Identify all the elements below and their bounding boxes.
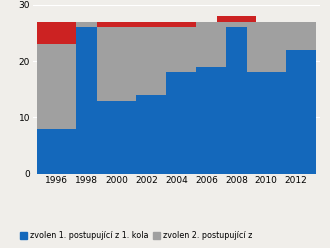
Bar [277,22,315,50]
Bar [187,22,226,67]
Bar [187,67,226,174]
Bar [217,16,256,22]
Bar [67,22,106,28]
Bar [157,28,196,72]
Bar [157,72,196,174]
Bar [247,72,286,174]
Bar [127,95,166,174]
Legend: zvolen 1. postupující z 1. kola, zvolen 2. postupující z: zvolen 1. postupující z 1. kola, zvolen … [20,231,253,240]
Bar [97,28,136,100]
Bar [247,22,286,72]
Bar [38,22,76,44]
Bar [217,22,256,28]
Bar [38,44,76,129]
Bar [38,129,76,174]
Bar [97,22,136,28]
Bar [127,28,166,95]
Bar [127,22,166,28]
Bar [67,28,106,174]
Bar [97,100,136,174]
Bar [157,22,196,28]
Bar [277,50,315,174]
Bar [217,28,256,174]
